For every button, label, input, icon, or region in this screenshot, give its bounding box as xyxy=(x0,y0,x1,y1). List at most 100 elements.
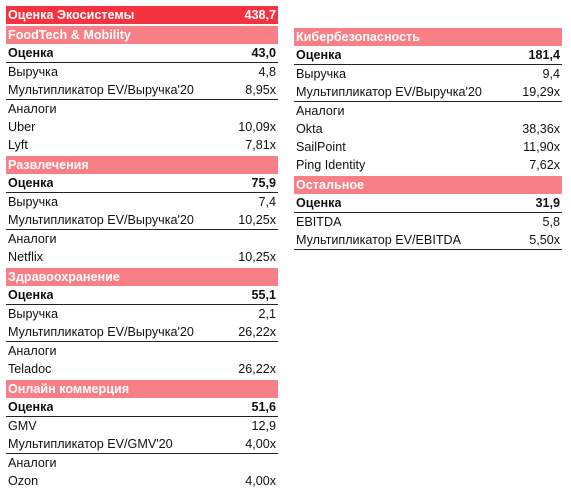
rating-value: 75,9 xyxy=(251,176,276,190)
peer-multiple: 7,62x xyxy=(529,158,560,172)
rating-row: Оценка 51,6 xyxy=(6,398,278,417)
multiplier-row: Мультипликатор EV/EBITDA 5,50x xyxy=(294,231,562,250)
ecosystem-total-header: Оценка Экосистемы 438,7 xyxy=(6,6,278,24)
rating-label: Оценка xyxy=(296,196,342,210)
section-title: Остальное xyxy=(296,178,365,192)
multiplier-value: 8,95x xyxy=(245,83,276,97)
peer-name: Okta xyxy=(296,122,323,136)
peer-multiple: 4,00x xyxy=(245,474,276,488)
metric-value: 4,8 xyxy=(258,65,276,79)
multiplier-value: 4,00x xyxy=(245,437,276,451)
left-column: Оценка Экосистемы 438,7 FoodTech & Mobil… xyxy=(6,6,278,490)
section-title: Кибербезопасность xyxy=(296,30,420,44)
section-header: Здравоохранение xyxy=(6,268,278,286)
rating-value: 31,9 xyxy=(535,196,560,210)
metric-row: GMV 12,9 xyxy=(6,417,278,435)
peer-row: SailPoint 11,90x xyxy=(294,138,562,156)
metric-label: GMV xyxy=(8,419,37,433)
peer-row: Okta 38,36x xyxy=(294,120,562,138)
section-title: Здравоохранение xyxy=(8,270,120,284)
peer-name: Ozon xyxy=(8,474,39,488)
multiplier-label: Мультипликатор EV/EBITDA xyxy=(296,233,462,247)
section-title: Онлайн коммерция xyxy=(8,382,130,396)
metric-row: Выручка 4,8 xyxy=(6,63,278,81)
peers-header: Аналоги xyxy=(6,454,278,472)
multiplier-value: 26,22x xyxy=(238,325,276,339)
peer-row: Ping Identity 7,62x xyxy=(294,156,562,174)
rating-row: Оценка 43,0 xyxy=(6,44,278,63)
peer-multiple: 11,90x xyxy=(523,140,560,154)
multiplier-label: Мультипликатор EV/GMV'20 xyxy=(8,437,173,451)
section-header: Онлайн коммерция xyxy=(6,380,278,398)
section-header: Кибербезопасность xyxy=(294,28,562,46)
metric-value: 9,4 xyxy=(542,67,560,81)
ecosystem-total-label: Оценка Экосистемы xyxy=(8,8,135,22)
metric-row: EBITDA 5,8 xyxy=(294,213,562,231)
rating-label: Оценка xyxy=(8,400,54,414)
multiplier-row: Мультипликатор EV/Выручка'20 26,22x xyxy=(6,323,278,342)
rating-row: Оценка 181,4 xyxy=(294,46,562,65)
peer-row: Netflix 10,25x xyxy=(6,248,278,266)
peer-multiple: 10,09x xyxy=(238,120,276,134)
peer-row: Uber 10,09x xyxy=(6,118,278,136)
section-title: Развлечения xyxy=(8,158,89,172)
metric-row: Выручка 7,4 xyxy=(6,193,278,211)
peer-row: Lyft 7,81x xyxy=(6,136,278,154)
metric-row: Выручка 9,4 xyxy=(294,65,562,83)
rating-row: Оценка 55,1 xyxy=(6,286,278,305)
peer-row: Ozon 4,00x xyxy=(6,472,278,490)
peers-label: Аналоги xyxy=(296,104,345,118)
metric-value: 12,9 xyxy=(251,419,276,433)
multiplier-value: 19,29x xyxy=(522,85,560,99)
multiplier-label: Мультипликатор EV/Выручка'20 xyxy=(8,325,194,339)
metric-label: Выручка xyxy=(8,195,58,209)
peer-name: Netflix xyxy=(8,250,43,264)
peers-label: Аналоги xyxy=(8,344,57,358)
peers-label: Аналоги xyxy=(8,232,57,246)
multiplier-value: 5,50x xyxy=(529,233,560,247)
metric-row: Выручка 2,1 xyxy=(6,305,278,323)
peer-name: Ping Identity xyxy=(296,158,366,172)
peer-multiple: 38,36x xyxy=(522,122,560,136)
metric-label: Выручка xyxy=(296,67,346,81)
peers-label: Аналоги xyxy=(8,456,57,470)
peers-header: Аналоги xyxy=(6,342,278,360)
peers-label: Аналоги xyxy=(8,102,57,116)
rating-label: Оценка xyxy=(8,176,54,190)
peer-multiple: 7,81x xyxy=(245,138,276,152)
rating-value: 51,6 xyxy=(251,400,276,414)
section-header: Остальное xyxy=(294,176,562,194)
rating-row: Оценка 75,9 xyxy=(6,174,278,193)
peer-row: Teladoc 26,22x xyxy=(6,360,278,378)
peers-header: Аналоги xyxy=(6,100,278,118)
multiplier-row: Мультипликатор EV/Выручка'20 8,95x xyxy=(6,81,278,100)
peer-name: Lyft xyxy=(8,138,28,152)
right-column: Кибербезопасность Оценка 181,4 Выручка 9,4 Му… xyxy=(294,26,562,250)
metric-label: Выручка xyxy=(8,65,58,79)
section-header: Развлечения xyxy=(6,156,278,174)
multiplier-row: Мультипликатор EV/GMV'20 4,00x xyxy=(6,435,278,454)
multiplier-label: Мультипликатор EV/Выручка'20 xyxy=(8,83,194,97)
metric-value: 5,8 xyxy=(542,215,560,229)
multiplier-label: Мультипликатор EV/Выручка'20 xyxy=(8,213,194,227)
section-title: FoodTech & Mobility xyxy=(8,28,131,42)
peer-name: Teladoc xyxy=(8,362,52,376)
ecosystem-total-value: 438,7 xyxy=(244,8,276,22)
rating-label: Оценка xyxy=(8,46,54,60)
metric-value: 2,1 xyxy=(258,307,276,321)
multiplier-label: Мультипликатор EV/Выручка'20 xyxy=(296,85,482,99)
rating-value: 181,4 xyxy=(528,48,560,62)
metric-label: EBITDA xyxy=(296,215,342,229)
multiplier-row: Мультипликатор EV/Выручка'20 10,25x xyxy=(6,211,278,230)
peers-header: Аналоги xyxy=(6,230,278,248)
peers-header: Аналоги xyxy=(294,102,562,120)
metric-value: 7,4 xyxy=(258,195,276,209)
rating-label: Оценка xyxy=(8,288,54,302)
rating-label: Оценка xyxy=(296,48,342,62)
section-header: FoodTech & Mobility xyxy=(6,26,278,44)
peer-name: Uber xyxy=(8,120,36,134)
rating-value: 43,0 xyxy=(251,46,276,60)
peer-multiple: 10,25x xyxy=(238,250,276,264)
rating-value: 55,1 xyxy=(251,288,276,302)
multiplier-row: Мультипликатор EV/Выручка'20 19,29x xyxy=(294,83,562,102)
